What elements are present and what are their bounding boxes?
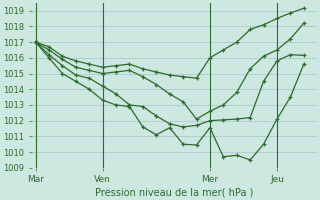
X-axis label: Pression niveau de la mer( hPa ): Pression niveau de la mer( hPa ) [95, 187, 253, 197]
